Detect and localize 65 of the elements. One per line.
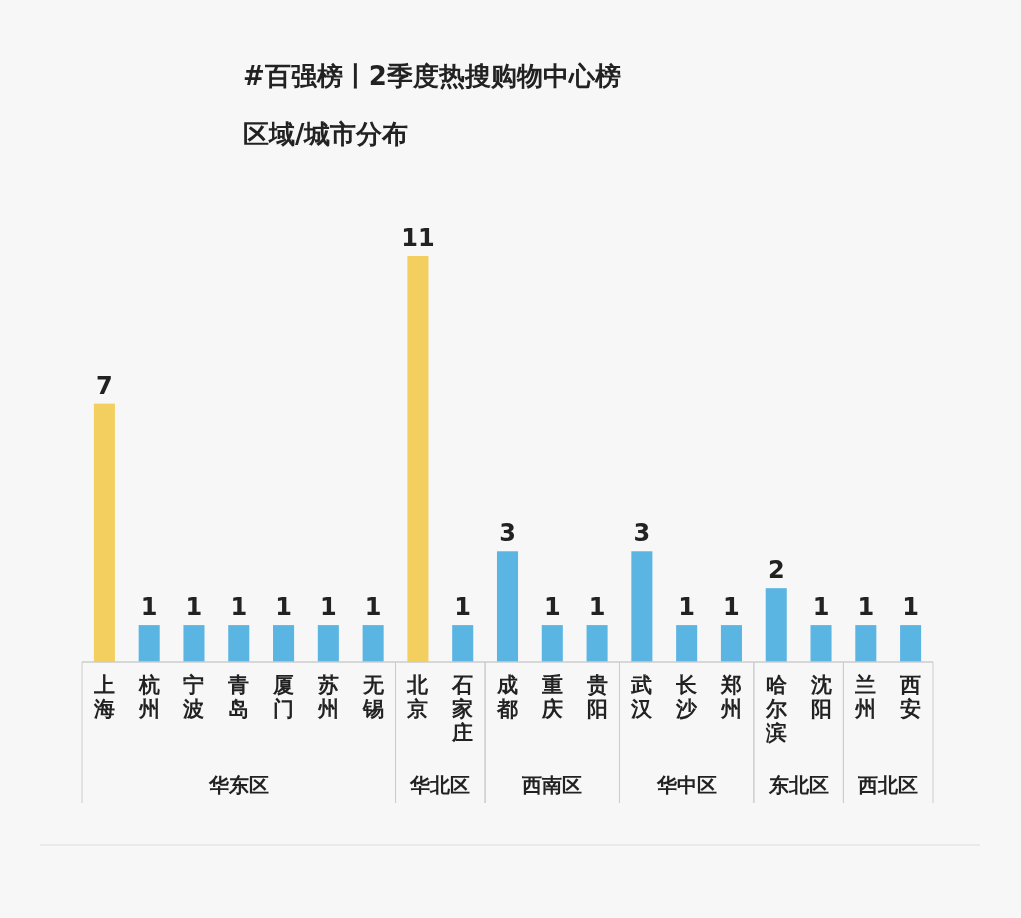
data-label: 1 — [364, 593, 382, 622]
bar — [900, 625, 922, 662]
x-tick-label: 上海 — [92, 673, 115, 721]
data-label: 11 — [401, 224, 435, 252]
data-label: 1 — [857, 593, 875, 622]
x-tick-label: 石家庄 — [451, 673, 474, 745]
bar — [407, 256, 429, 662]
data-label: 1 — [678, 593, 696, 622]
bar — [273, 625, 295, 662]
bar — [93, 403, 115, 662]
bar — [676, 625, 698, 662]
x-tick-label: 重庆 — [540, 673, 563, 721]
data-label: 1 — [723, 593, 740, 622]
chart-subtitle: 区域/城市分布 — [243, 119, 409, 149]
bar — [720, 625, 742, 662]
x-tick-label: 兰州 — [854, 673, 877, 721]
x-tick-label: 无锡 — [361, 673, 385, 721]
data-label: 1 — [230, 593, 248, 622]
text: 西南区 — [521, 773, 583, 797]
x-tick-label: 西安 — [899, 673, 922, 721]
bar — [586, 625, 608, 662]
x-tick-label: 哈尔滨 — [764, 673, 788, 745]
bar — [496, 551, 519, 662]
bar — [362, 625, 384, 662]
bar — [228, 625, 250, 662]
text: 华东区 — [207, 773, 269, 797]
chart-title: #百强榜丨2季度热搜购物中心榜 — [243, 61, 621, 91]
x-tick-label: 宁波 — [182, 673, 205, 721]
bar — [183, 625, 205, 662]
data-label: 1 — [812, 593, 830, 622]
bar — [317, 625, 339, 662]
x-tick-label: 贵阳 — [585, 673, 608, 721]
text: 西北区 — [857, 773, 919, 797]
data-label: 1 — [454, 593, 472, 622]
x-tick-label: 沈阳 — [809, 673, 832, 721]
text: 华中区 — [655, 773, 717, 797]
data-label: 2 — [767, 556, 785, 585]
data-label: 1 — [902, 593, 919, 622]
bar — [541, 625, 563, 662]
bar — [810, 625, 832, 662]
x-tick-label: 厦门 — [272, 673, 295, 721]
x-tick-label: 青岛 — [227, 673, 250, 721]
data-label: 3 — [633, 519, 651, 548]
x-tick-label: 武汉 — [630, 673, 654, 721]
x-tick-label: 北京 — [406, 673, 430, 721]
data-label: 1 — [140, 593, 158, 622]
bar — [631, 551, 653, 662]
bar — [765, 588, 787, 662]
text: 东北区 — [767, 773, 829, 797]
data-label: 1 — [319, 593, 337, 622]
bar — [452, 625, 474, 662]
data-label: 1 — [275, 593, 292, 622]
data-label: 7 — [96, 371, 113, 400]
bar — [855, 625, 877, 662]
x-tick-label: 郑州 — [719, 673, 742, 721]
x-tick-label: 长沙 — [675, 673, 699, 721]
x-tick-label: 杭州 — [137, 673, 160, 721]
bar — [138, 625, 160, 662]
data-label: 1 — [588, 593, 606, 622]
data-label: 3 — [499, 519, 516, 548]
text: 华北区 — [409, 773, 471, 797]
data-label: 1 — [185, 593, 203, 622]
x-tick-label: 成都 — [496, 673, 518, 721]
data-label: 1 — [543, 593, 561, 622]
x-tick-label: 苏州 — [316, 673, 339, 721]
